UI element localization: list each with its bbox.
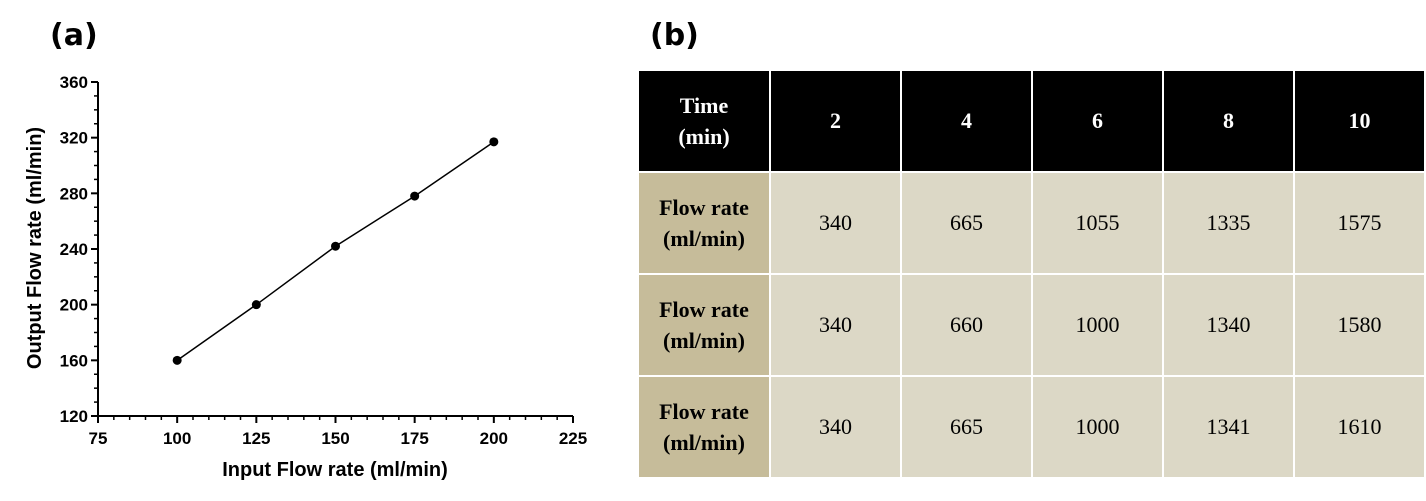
data-point [251, 300, 261, 310]
series-line [176, 141, 495, 361]
data-point [172, 355, 182, 365]
table-row-label: Flow rate (ml/min) [637, 375, 771, 479]
y-axis-title: Output Flow rate (ml/min) [24, 127, 46, 369]
x-tick-label: 75 [89, 429, 108, 448]
y-tick-label: 120 [60, 407, 88, 426]
y-tick-label: 320 [60, 129, 88, 148]
panel-label-a: (a) [50, 18, 98, 53]
y-tick-label: 240 [60, 240, 88, 259]
row-label-line1: Flow rate [659, 195, 749, 220]
table-cell: 1341 [1162, 375, 1295, 479]
table-cell: 1055 [1031, 171, 1164, 275]
table-column-header: 6 [1031, 69, 1164, 173]
x-tick-label: 175 [400, 429, 428, 448]
table-row-label: Flow rate (ml/min) [637, 171, 771, 275]
line-chart: 120 160 200 240 280 320 360 75 100 125 150 175 200 22… [24, 73, 588, 481]
chart-series [172, 137, 499, 365]
table-cell: 340 [769, 375, 902, 479]
flow-rate-table: Time (min) 2 4 6 8 10 Flow rate (ml/min) 340 665 10… [637, 69, 1426, 479]
header-label-line1: Time [679, 93, 729, 118]
y-tick-label: 360 [60, 73, 88, 92]
data-point [410, 191, 420, 201]
y-tick-label: 280 [60, 184, 88, 203]
row-label-line1: Flow rate [659, 297, 749, 322]
header-label-line2: (min) [678, 124, 730, 149]
table-column-header: 4 [900, 69, 1033, 173]
row-label-line1: Flow rate [659, 399, 749, 424]
table-cell: 340 [769, 171, 902, 275]
table-cell: 340 [769, 273, 902, 377]
x-axis-title: Input Flow rate (ml/min) [222, 459, 448, 481]
row-label-line2: (ml/min) [663, 226, 745, 251]
data-point [489, 137, 499, 147]
table-body: Time (min) 2 4 6 8 10 Flow rate (ml/min) 340 665 10… [637, 69, 1426, 479]
table-cell: 1575 [1293, 171, 1426, 275]
row-label-line2: (ml/min) [663, 430, 745, 455]
table-row: Flow rate (ml/min) 340 665 1055 1335 1575 [637, 171, 1426, 275]
table-cell: 1340 [1162, 273, 1295, 377]
table-cell: 1580 [1293, 273, 1426, 377]
table-cell: 665 [900, 375, 1033, 479]
table-cell: 1000 [1031, 273, 1164, 377]
table-row: Flow rate (ml/min) 340 665 1000 1341 1610 [637, 375, 1426, 479]
table-cell: 660 [900, 273, 1033, 377]
data-point [331, 241, 340, 251]
table-cell: 1610 [1293, 375, 1426, 479]
panel-label-b: (b) [650, 18, 699, 53]
x-tick-label: 225 [559, 429, 587, 448]
table-cell: 1335 [1162, 171, 1295, 275]
table-header-label: Time (min) [637, 69, 771, 173]
y-tick-label: 160 [60, 351, 88, 370]
table-column-header: 10 [1293, 69, 1426, 173]
table-row: Flow rate (ml/min) 340 660 1000 1340 1580 [637, 273, 1426, 377]
table-cell: 1000 [1031, 375, 1164, 479]
table-row-label: Flow rate (ml/min) [637, 273, 771, 377]
x-tick-label: 100 [163, 429, 191, 448]
table-cell: 665 [900, 171, 1033, 275]
y-tick-label: 200 [60, 296, 88, 315]
chart-ticks: 120 160 200 240 280 320 360 75 100 125 150 175 200 22… [60, 73, 588, 448]
x-tick-label: 150 [321, 429, 349, 448]
x-tick-label: 200 [480, 429, 508, 448]
row-label-line2: (ml/min) [663, 328, 745, 353]
table-column-header: 8 [1162, 69, 1295, 173]
table-header-row: Time (min) 2 4 6 8 10 [637, 69, 1426, 173]
table-column-header: 2 [769, 69, 902, 173]
x-tick-label: 125 [242, 429, 270, 448]
